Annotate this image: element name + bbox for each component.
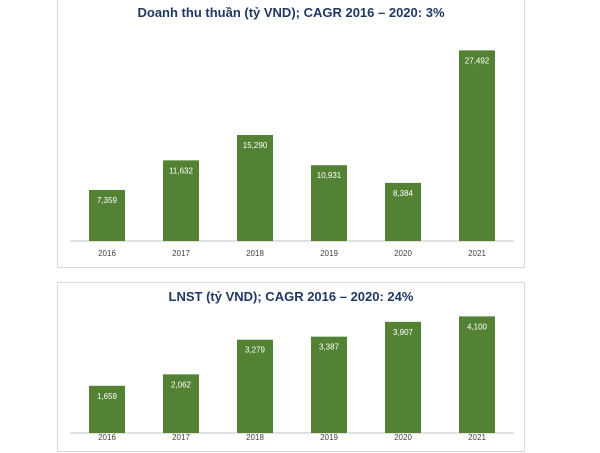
revenue-bar-2020 [385,182,421,241]
profit-data-label-2018: 3,279 [245,346,266,355]
profit-bar-2017 [163,374,199,433]
revenue-bar-2016 [89,189,125,241]
profit-bar-2016 [89,385,125,433]
profit-tick-label-2019: 2019 [320,433,338,442]
revenue-data-label-2016: 7,359 [97,196,118,205]
profit-bar-2020 [385,321,421,433]
profit-bar-2021 [459,316,495,433]
revenue-data-label-2018: 15,290 [243,141,268,150]
profit-tick-label-2018: 2018 [246,433,264,442]
revenue-bar-2018 [237,134,273,241]
revenue-chart-panel: Doanh thu thuần (tỷ VND); CAGR 2016 – 20… [57,0,525,268]
revenue-tick-label-2017: 2017 [172,249,190,258]
revenue-tick-label-2016: 2016 [98,249,116,258]
revenue-bar-chart: 7,359 2016 11,632 2017 15,290 2018 10,931 2019 8… [70,50,514,258]
revenue-bar-2021 [459,50,495,242]
revenue-data-label-2017: 11,632 [169,166,193,175]
profit-tick-label-2016: 2016 [98,433,116,442]
revenue-tick-label-2020: 2020 [394,249,412,258]
profit-tick-label-2020: 2020 [394,433,412,442]
revenue-data-label-2020: 8,384 [393,189,414,198]
profit-tick-label-2017: 2017 [172,433,190,442]
profit-data-label-2017: 2,062 [171,380,192,389]
profit-data-label-2020: 3,907 [393,328,414,337]
revenue-chart-title: Doanh thu thuần (tỷ VND); CAGR 2016 – 20… [137,5,445,20]
profit-chart-panel: LNST (tỷ VND); CAGR 2016 – 2020: 24% 1,6… [57,282,525,452]
revenue-bar-2017 [163,160,199,241]
revenue-tick-label-2019: 2019 [320,249,338,258]
revenue-data-label-2019: 10,931 [317,171,342,180]
profit-data-label-2021: 4,100 [467,322,488,331]
profit-bar-chart: 1,659 2016 2,062 2017 3,279 2018 3,387 2019 3,90… [70,316,514,442]
revenue-tick-label-2018: 2018 [246,249,264,258]
profit-data-label-2016: 1,659 [97,392,118,401]
profit-data-label-2019: 3,387 [319,343,340,352]
revenue-bar-2019 [311,165,347,241]
profit-bar-2019 [311,336,347,433]
profit-chart-title: LNST (tỷ VND); CAGR 2016 – 2020: 24% [168,289,414,304]
revenue-tick-label-2021: 2021 [468,249,486,258]
profit-tick-label-2021: 2021 [468,433,486,442]
revenue-data-label-2021: 27,492 [465,56,490,65]
profit-bar-2018 [237,339,273,433]
